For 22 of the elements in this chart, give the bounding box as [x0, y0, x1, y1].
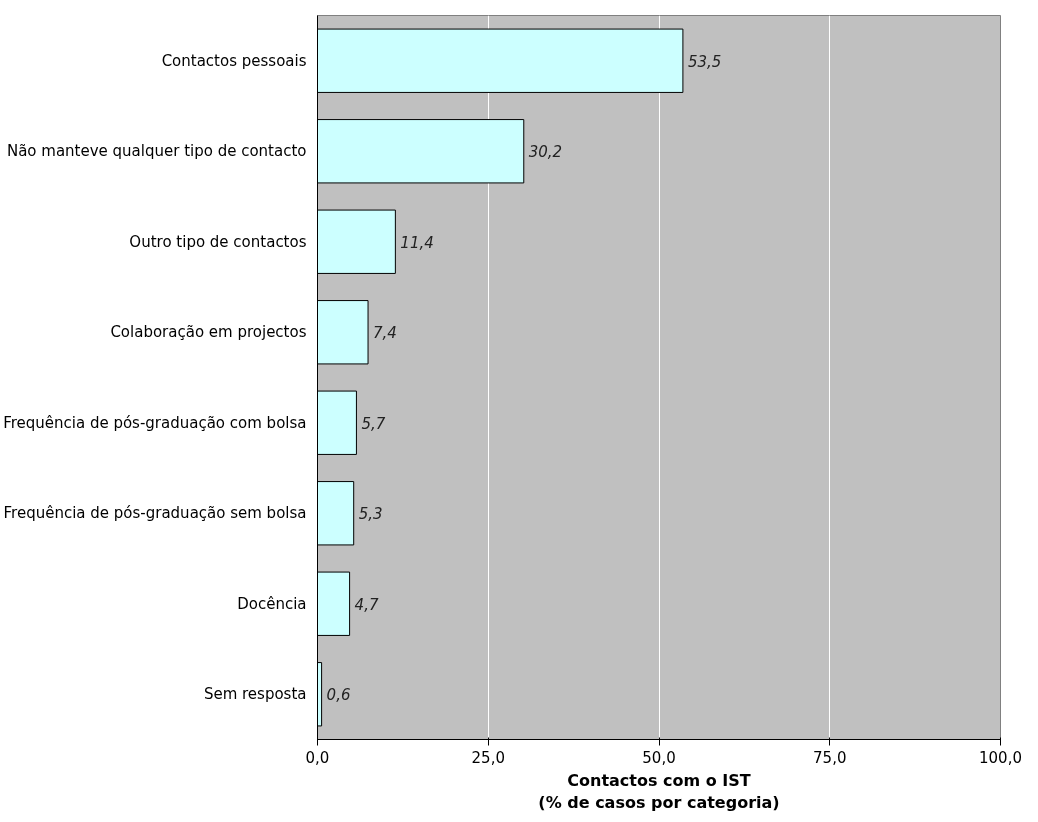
- x-axis-title: Contactos com o IST (% de casos por categoria): [538, 770, 780, 813]
- data-label: 0,6: [326, 686, 351, 705]
- x-tick-label: 0,0: [305, 748, 330, 767]
- y-tick-label: Frequência de pós-graduação sem bolsa: [3, 504, 307, 523]
- y-tick-label: Docência: [237, 594, 307, 613]
- y-tick-label: Sem resposta: [203, 685, 307, 704]
- data-label: 7,4: [373, 324, 397, 343]
- x-tick-label: 25,0: [471, 748, 505, 767]
- y-tick-label: Contactos pessoais: [161, 51, 307, 70]
- y-tick-label: Frequência de pós-graduação com bolsa: [3, 413, 307, 432]
- x-tick-label: 50,0: [642, 748, 676, 767]
- data-label: 5,3: [358, 505, 383, 524]
- data-label: 4,7: [354, 595, 379, 614]
- y-tick-label: Colaboração em projectos: [110, 323, 307, 342]
- data-label: 30,2: [528, 143, 563, 162]
- data-label: 53,5: [687, 52, 722, 71]
- y-tick-label: Não manteve qualquer tipo de contacto: [6, 142, 307, 161]
- x-tick-label: 75,0: [813, 748, 847, 767]
- data-label: 11,4: [400, 233, 434, 252]
- data-label: 5,7: [361, 414, 386, 433]
- y-tick-label: Outro tipo de contactos: [129, 232, 307, 251]
- x-tick-label: 100,0: [979, 748, 1022, 767]
